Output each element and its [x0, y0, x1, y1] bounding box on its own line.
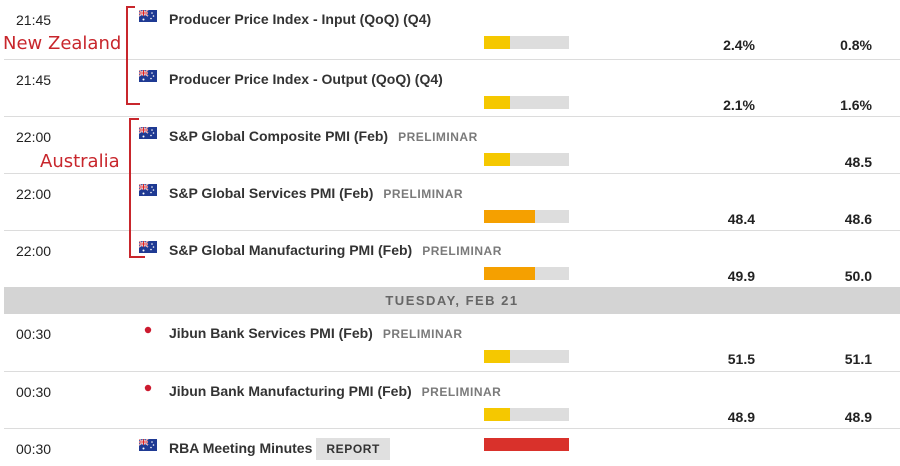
previous-value: 48.4 [727, 211, 755, 227]
au-flag-icon [138, 183, 157, 196]
event-title[interactable]: Producer Price Index - Input (QoQ) (Q4) [169, 11, 432, 27]
impact-bar [484, 210, 569, 223]
au-flag-icon [138, 240, 157, 253]
preliminary-tag: PRELIMINAR [398, 130, 478, 144]
au-flag-icon [138, 126, 157, 139]
preliminary-tag: PRELIMINAR [382, 327, 463, 341]
impact-bar [484, 36, 569, 49]
preliminary-tag: PRELIMINAR [422, 244, 502, 258]
event-row[interactable]: 22:00 S&P Global Services PMI (Feb) PRELI… [4, 174, 900, 231]
impact-bar [484, 350, 569, 363]
preliminary-tag: PRELIMINAR [421, 385, 502, 399]
event-row[interactable]: 00:30 RBA Meeting Minutes REPORT [4, 429, 900, 466]
event-title[interactable]: S&P Global Manufacturing PMI (Feb) [169, 242, 413, 258]
event-title[interactable]: RBA Meeting Minutes [169, 440, 313, 456]
event-row[interactable]: 21:45 Producer Price Index - Output (QoQ… [4, 60, 900, 117]
new-zealand-bracket [126, 6, 140, 105]
event-title[interactable]: S&P Global Services PMI (Feb) [169, 185, 374, 201]
jp-flag-icon [139, 323, 157, 336]
event-time: 00:30 [16, 441, 52, 457]
event-row[interactable]: 22:00 S&P Global Composite PMI (Feb) PREL… [4, 117, 900, 174]
australia-bracket [129, 118, 145, 258]
impact-bar [484, 153, 569, 166]
consensus-value: 48.9 [844, 409, 872, 425]
event-title[interactable]: S&P Global Composite PMI (Feb) [169, 128, 389, 144]
impact-bar [484, 408, 569, 421]
nz-flag-icon [138, 9, 157, 22]
previous-value: 49.9 [727, 268, 755, 284]
jp-flag-icon [139, 381, 157, 394]
event-time: 22:00 [16, 129, 52, 145]
previous-value: 48.9 [727, 409, 755, 425]
event-time: 22:00 [16, 186, 52, 202]
impact-fill [484, 438, 569, 451]
consensus-value: 48.5 [844, 154, 872, 170]
new-zealand-annotation: New Zealand [3, 33, 122, 54]
day-header: TUESDAY, FEB 21 [4, 287, 900, 314]
event-row[interactable]: 21:45 Producer Price Index - Input (QoQ)… [4, 0, 900, 60]
impact-bar [484, 267, 569, 280]
event-time: 21:45 [16, 72, 52, 88]
previous-value: 51.5 [727, 351, 755, 367]
impact-fill [484, 350, 510, 363]
event-row[interactable]: 00:30 Jibun Bank Manufacturing PMI (Feb)… [4, 372, 900, 429]
impact-fill [484, 96, 510, 109]
report-tag: REPORT [316, 438, 390, 460]
australia-annotation: Australia [40, 151, 120, 172]
event-title[interactable]: Jibun Bank Services PMI (Feb) [169, 325, 373, 341]
event-time: 00:30 [16, 384, 52, 400]
previous-value: 2.1% [723, 97, 755, 113]
consensus-value: 0.8% [840, 37, 872, 53]
impact-fill [484, 153, 510, 166]
event-row[interactable]: 00:30 Jibun Bank Services PMI (Feb) PRELI… [4, 314, 900, 372]
impact-fill [484, 210, 535, 223]
impact-bar [484, 438, 569, 451]
event-time: 22:00 [16, 243, 52, 259]
event-title[interactable]: Jibun Bank Manufacturing PMI (Feb) [169, 383, 412, 399]
impact-fill [484, 36, 510, 49]
preliminary-tag: PRELIMINAR [383, 187, 464, 201]
consensus-value: 1.6% [840, 97, 872, 113]
impact-fill [484, 408, 510, 421]
au-flag-icon [138, 438, 157, 451]
consensus-value: 50.0 [844, 268, 872, 284]
event-time: 21:45 [16, 12, 52, 28]
event-title[interactable]: Producer Price Index - Output (QoQ) (Q4) [169, 71, 443, 87]
consensus-value: 48.6 [844, 211, 872, 227]
impact-fill [484, 267, 535, 280]
previous-value: 2.4% [723, 37, 755, 53]
impact-bar [484, 96, 569, 109]
event-time: 00:30 [16, 326, 52, 342]
nz-flag-icon [138, 69, 157, 82]
consensus-value: 51.1 [844, 351, 872, 367]
event-row[interactable]: 22:00 S&P Global Manufacturing PMI (Feb)… [4, 231, 900, 287]
